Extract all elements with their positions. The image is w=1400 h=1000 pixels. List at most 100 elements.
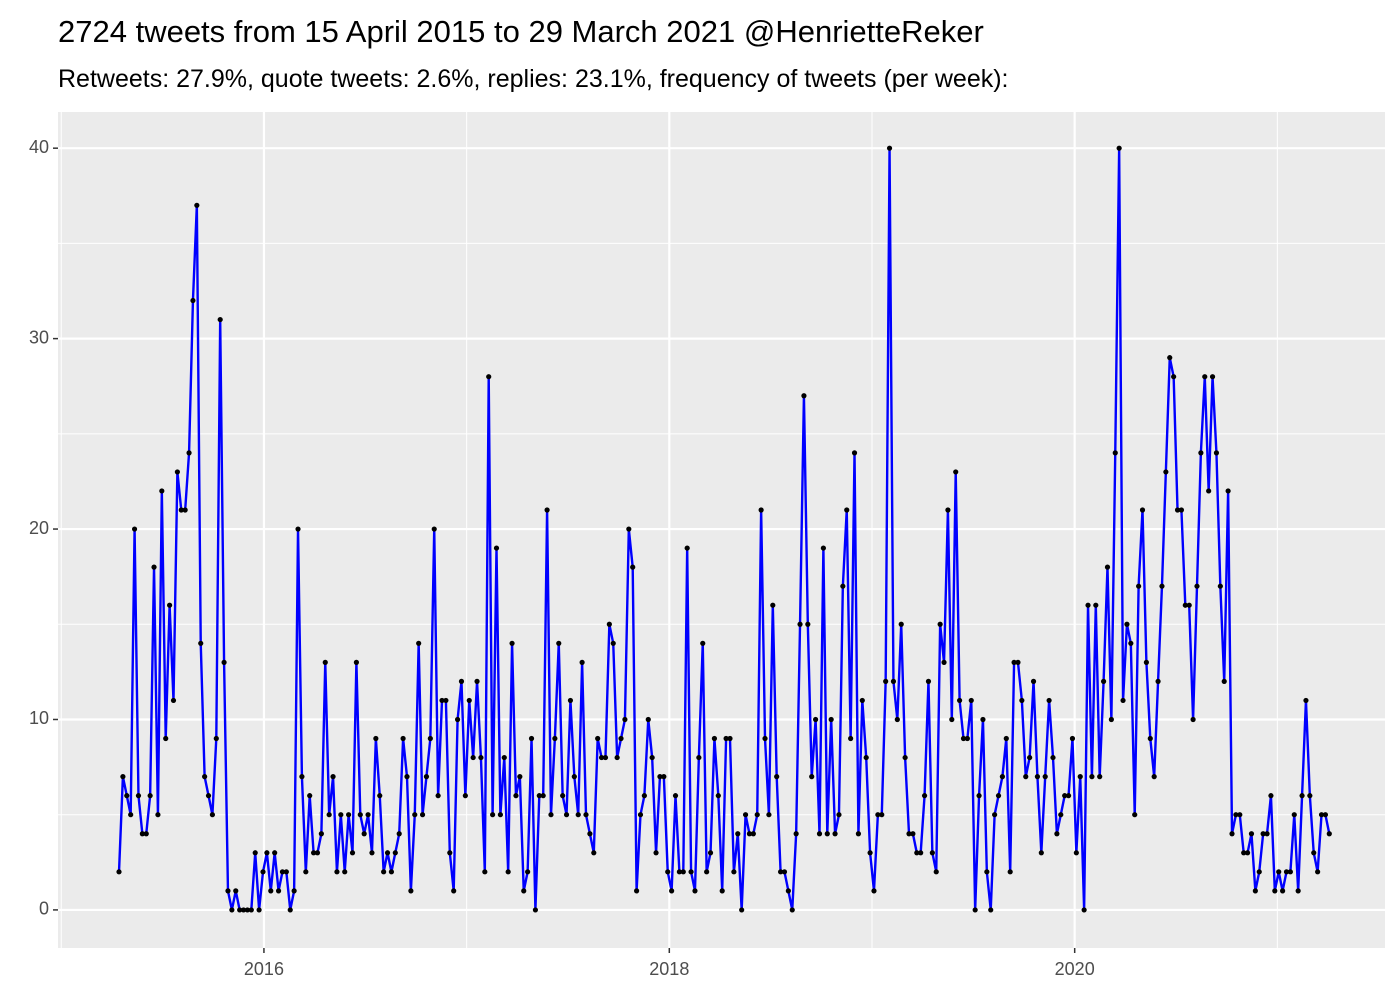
chart-subtitle: Retweets: 27.9%, quote tweets: 2.6%, rep… <box>58 65 1009 93</box>
data-point <box>1276 869 1282 875</box>
data-point <box>552 735 558 742</box>
data-point <box>1081 907 1087 913</box>
data-point <box>883 678 889 684</box>
data-point <box>400 735 406 742</box>
data-point <box>680 869 686 875</box>
data-point <box>139 831 145 837</box>
data-point <box>151 564 157 570</box>
data-point <box>560 793 566 799</box>
data-point <box>1295 888 1301 894</box>
data-point <box>633 888 640 894</box>
data-point <box>170 697 177 704</box>
data-point <box>735 831 741 837</box>
data-point <box>968 697 974 704</box>
data-point <box>209 812 216 818</box>
data-point <box>1147 735 1153 742</box>
data-point <box>1291 812 1297 818</box>
data-point <box>182 507 188 513</box>
data-point <box>1213 450 1220 456</box>
data-point <box>1143 659 1149 665</box>
data-point <box>1307 793 1313 799</box>
data-point <box>1202 374 1208 380</box>
data-point <box>338 812 344 818</box>
data-point <box>217 316 223 323</box>
data-point <box>135 793 142 799</box>
data-point <box>1132 812 1138 818</box>
data-point <box>388 869 395 875</box>
data-point <box>925 678 932 684</box>
data-point <box>700 640 706 646</box>
data-point <box>1318 812 1325 818</box>
data-point <box>419 812 426 818</box>
data-point <box>342 869 348 875</box>
data-point <box>723 735 729 742</box>
data-point <box>454 716 461 723</box>
data-point <box>1299 793 1305 799</box>
data-point <box>272 850 278 856</box>
data-point <box>194 202 200 208</box>
data-point <box>739 907 745 913</box>
data-point <box>1100 678 1107 684</box>
data-point <box>528 735 535 742</box>
data-point <box>1011 659 1017 665</box>
data-point <box>848 735 854 742</box>
data-point <box>384 850 391 856</box>
data-line <box>117 146 1331 912</box>
data-point <box>167 602 173 608</box>
data-point <box>1073 850 1079 856</box>
data-point <box>326 812 332 818</box>
data-point <box>770 602 776 608</box>
data-point <box>1093 602 1099 608</box>
data-point <box>474 678 480 684</box>
data-point <box>976 793 982 799</box>
data-point <box>1151 774 1157 780</box>
data-point <box>972 907 978 913</box>
data-point <box>727 735 733 742</box>
data-point <box>945 507 951 513</box>
data-point <box>1136 583 1142 589</box>
data-point <box>229 907 235 913</box>
data-point <box>875 812 881 818</box>
data-point <box>665 869 671 875</box>
data-point <box>587 831 593 837</box>
data-point <box>731 869 737 875</box>
data-point <box>299 774 305 780</box>
data-point <box>711 735 718 742</box>
data-point <box>279 869 286 875</box>
data-point <box>1206 488 1212 494</box>
data-point <box>1229 831 1235 837</box>
data-point <box>295 526 301 532</box>
data-point <box>653 850 659 856</box>
data-point <box>346 812 352 818</box>
data-point <box>513 793 519 799</box>
data-point <box>443 697 449 704</box>
data-point <box>1097 774 1103 780</box>
data-point <box>688 869 694 875</box>
data-point <box>244 907 251 913</box>
data-point <box>256 907 262 913</box>
data-point <box>1283 869 1290 875</box>
data-point <box>583 812 589 818</box>
data-point <box>1019 697 1025 704</box>
data-point <box>334 869 340 875</box>
data-point <box>353 659 359 665</box>
data-point <box>886 145 893 151</box>
data-point <box>626 526 632 532</box>
data-point <box>470 754 476 761</box>
data-point <box>820 545 826 551</box>
data-point <box>1089 774 1095 780</box>
data-point <box>287 907 293 913</box>
data-point <box>369 850 375 856</box>
data-point <box>466 697 472 704</box>
data-point <box>357 812 363 818</box>
data-point <box>1042 774 1048 780</box>
data-point <box>1069 735 1076 742</box>
data-point <box>785 888 791 894</box>
data-point <box>517 774 523 780</box>
data-point <box>303 869 309 875</box>
data-point <box>556 640 562 646</box>
data-point <box>879 812 885 818</box>
data-point <box>205 793 212 799</box>
data-point <box>381 869 387 875</box>
data-point <box>1155 678 1161 684</box>
